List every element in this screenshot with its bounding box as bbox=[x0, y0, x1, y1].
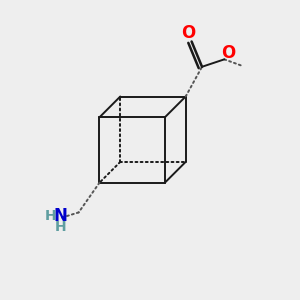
Text: O: O bbox=[182, 24, 196, 42]
Text: H: H bbox=[55, 220, 67, 234]
Text: N: N bbox=[54, 207, 68, 225]
Text: H: H bbox=[45, 209, 57, 223]
Text: O: O bbox=[221, 44, 235, 62]
